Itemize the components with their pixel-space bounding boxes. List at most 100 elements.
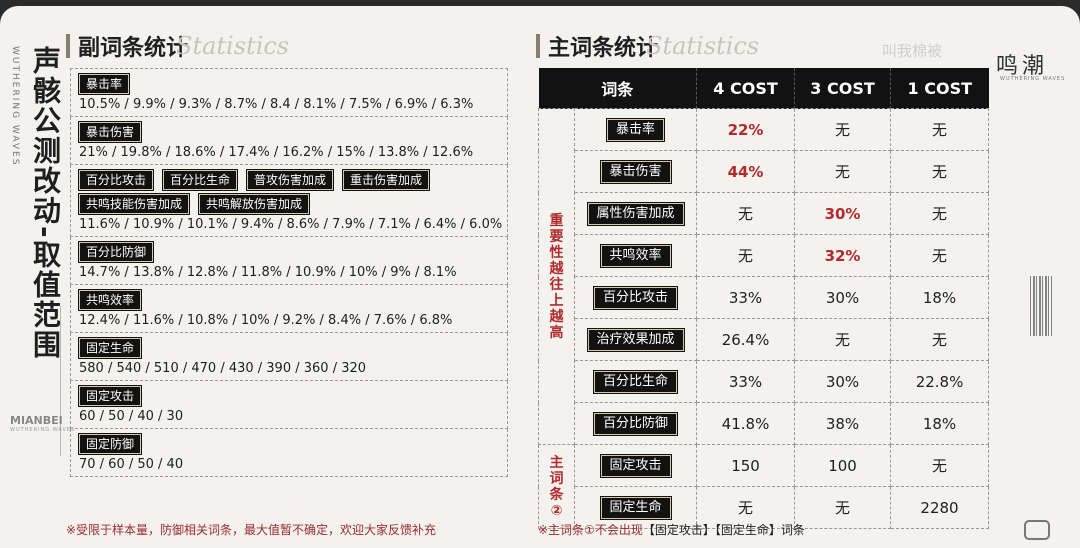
tv-icon[interactable]: [1024, 520, 1050, 540]
value-c4-cell: 26.4%: [696, 318, 796, 361]
table-header-row: 词条 4 COST 3 COST 1 COST: [538, 68, 989, 109]
header-3cost: 3 COST: [794, 68, 892, 109]
left-section-title: 副词条统计: [78, 36, 189, 61]
infographic-frame: WUTHERING WAVES 声骸公测改动-取值范围 MIANBEI WUTH…: [0, 6, 1080, 548]
right-footnote-mark: ※主词条①不会出现: [538, 523, 643, 537]
sub-stat-tags: 暴击率: [79, 74, 499, 94]
sub-stat-row: 百分比防御 14.7% / 13.8% / 12.8% / 11.8% / 10.…: [70, 237, 508, 285]
table-body: 重要性越往上越高 暴击率 22% 无无暴击伤害 44% 无无属性伤害加成无 30% 无共鸣效率…: [538, 108, 990, 529]
sub-stat-values: 12.4% / 11.6% / 10.8% / 10% / 9.2% / 8.4…: [79, 313, 453, 328]
stat-name-cell: 暴击伤害: [573, 150, 698, 193]
table-row: 百分比防御 41.8% 38% 18%: [539, 402, 990, 445]
table-row: 重要性越往上越高 暴击率 22% 无无: [538, 108, 990, 445]
stat-tag: 属性伤害加成: [587, 202, 684, 225]
value-c1-cell: 18%: [890, 402, 990, 445]
sub-stat-tags: 百分比防御: [79, 242, 499, 262]
value-c4-cell: 44%: [696, 150, 796, 193]
sub-stat-row: 百分比攻击 百分比生命 普攻伤害加成 重击伤害加成 共鸣技能伤害加成 共鸣解放伤害加成 11…: [70, 165, 508, 237]
value-c4-cell: 22%: [696, 108, 796, 151]
sub-stat-row: 固定防御 70 / 60 / 50 / 40: [70, 429, 508, 477]
stat-tag: 共鸣解放伤害加成: [199, 194, 310, 214]
stat-tag: 共鸣效率: [600, 244, 671, 267]
table-row: 百分比攻击 33% 30% 18%: [539, 276, 990, 319]
sub-stat-row: 暴击伤害 21% / 19.8% / 18.6% / 17.4% / 16.2% …: [70, 117, 508, 165]
right-section-header: 主词条统计 Statistics: [536, 30, 759, 62]
sub-stat-row: 暴击率 10.5% / 9.9% / 9.3% / 8.7% / 8.4 / 8.…: [70, 68, 508, 117]
table-row: 共鸣效率 无 32% 无: [539, 234, 990, 277]
top-strip: [0, 0, 1080, 6]
sub-stat-values: 11.6% / 10.9% / 10.1% / 9.4% / 8.6% / 7.…: [79, 217, 503, 232]
importance-label: 重要性越往上越高: [538, 108, 575, 445]
header-4cost: 4 COST: [696, 68, 796, 109]
value-c3-cell: 30%: [794, 276, 892, 319]
value-c1-cell: 无: [890, 444, 990, 487]
stat-name-cell: 百分比防御: [573, 402, 698, 445]
header-1cost: 1 COST: [890, 68, 989, 109]
stat-tag: 固定攻击: [600, 454, 671, 477]
stat-tag: 治疗效果加成: [587, 328, 684, 351]
game-logo: 鸣潮: [996, 54, 1049, 79]
value-c1-cell: 2280: [890, 486, 990, 529]
sub-stat-values: 60 / 50 / 40 / 30: [79, 409, 184, 424]
right-section-script: Statistics: [646, 32, 760, 60]
value-c1-cell: 无: [890, 318, 990, 361]
stat-tag: 暴击伤害: [79, 122, 142, 142]
value-c1-cell: 22.8%: [890, 360, 990, 403]
stat-tag: 暴击伤害: [600, 160, 671, 183]
stat-name-cell: 百分比生命: [573, 360, 698, 403]
left-section-header: 副词条统计 Statistics: [66, 30, 289, 62]
main-stat-2-label: 主词条②: [538, 444, 575, 529]
stat-tag: 固定攻击: [79, 386, 142, 406]
value-c3-cell: 30%: [794, 192, 892, 235]
stat-tag: 共鸣效率: [79, 290, 142, 310]
value-c4-cell: 无: [696, 234, 796, 277]
left-footnote-text: ※受限于样本量，防御相关词条，最大值暂不确定，欢迎大家反馈补充: [66, 523, 437, 537]
stat-tag: 固定生命: [79, 338, 142, 358]
sub-stat-row: 共鸣效率 12.4% / 11.6% / 10.8% / 10% / 9.2% /…: [70, 285, 508, 333]
table-row: 固定生命无无 2280: [539, 486, 990, 529]
value-c3-cell: 无: [794, 150, 892, 193]
value-c4-cell: 41.8%: [696, 402, 796, 445]
section-bar: [66, 34, 70, 58]
watermark: 叫我棉被: [882, 42, 943, 60]
sub-stat-values: 10.5% / 9.9% / 9.3% / 8.7% / 8.4 / 8.1% …: [79, 97, 474, 112]
page-title: 声骸公测改动-取值范围: [29, 46, 62, 360]
left-section-script: Statistics: [176, 32, 290, 60]
table-row: 主词条② 固定攻击 150 100 无: [538, 444, 990, 529]
sub-stat-values: 14.7% / 13.8% / 12.8% / 11.8% / 10.9% / …: [79, 265, 457, 280]
divider: [60, 306, 61, 456]
value-c4-cell: 150: [696, 444, 796, 487]
stat-name-cell: 固定生命: [573, 486, 698, 529]
barcode-decoration: [1030, 276, 1052, 336]
value-c1-cell: 无: [890, 108, 990, 151]
value-c3-cell: 32%: [794, 234, 892, 277]
stat-tag: 百分比防御: [594, 412, 678, 435]
stat-name-cell: 暴击率: [573, 108, 698, 151]
sub-stat-tags: 暴击伤害: [79, 122, 499, 142]
left-footnote: ※受限于样本量，防御相关词条，最大值暂不确定，欢迎大家反馈补充: [66, 521, 436, 538]
sub-stat-row: 固定生命 580 / 540 / 510 / 470 / 430 / 390 / …: [70, 333, 508, 381]
sub-stat-row: 固定攻击 60 / 50 / 40 / 30: [70, 381, 508, 429]
value-c1-cell: 无: [890, 192, 990, 235]
sub-stat-values: 580 / 540 / 510 / 470 / 430 / 390 / 360 …: [79, 361, 367, 376]
stat-tag: 百分比生命: [163, 170, 238, 190]
stat-name-cell: 属性伤害加成: [573, 192, 698, 235]
table-row: 百分比生命 33% 30% 22.8%: [539, 360, 990, 403]
sub-stat-list: 暴击率 10.5% / 9.9% / 9.3% / 8.7% / 8.4 / 8.…: [70, 68, 508, 477]
value-c3-cell: 30%: [794, 360, 892, 403]
value-c3-cell: 38%: [794, 402, 892, 445]
vertical-subtitle: WUTHERING WAVES: [10, 46, 20, 167]
stat-tag: 暴击率: [79, 74, 130, 94]
table-row: 治疗效果加成 26.4% 无无: [539, 318, 990, 361]
value-c3-cell: 无: [794, 108, 892, 151]
stat-tag: 百分比生命: [594, 370, 678, 393]
stat-tag: 固定生命: [600, 496, 671, 519]
sub-stat-tags: 百分比攻击 百分比生命 普攻伤害加成 重击伤害加成 共鸣技能伤害加成 共鸣解放伤害加成: [79, 170, 499, 214]
value-c1-cell: 无: [890, 150, 990, 193]
value-c4-cell: 33%: [696, 360, 796, 403]
brand-name: MIANBEI: [10, 414, 63, 427]
stat-tag: 百分比攻击: [79, 170, 154, 190]
table-row: 暴击伤害 44% 无无: [539, 150, 990, 193]
stat-tag: 重击伤害加成: [343, 170, 430, 190]
stat-tag: 百分比攻击: [594, 286, 678, 309]
